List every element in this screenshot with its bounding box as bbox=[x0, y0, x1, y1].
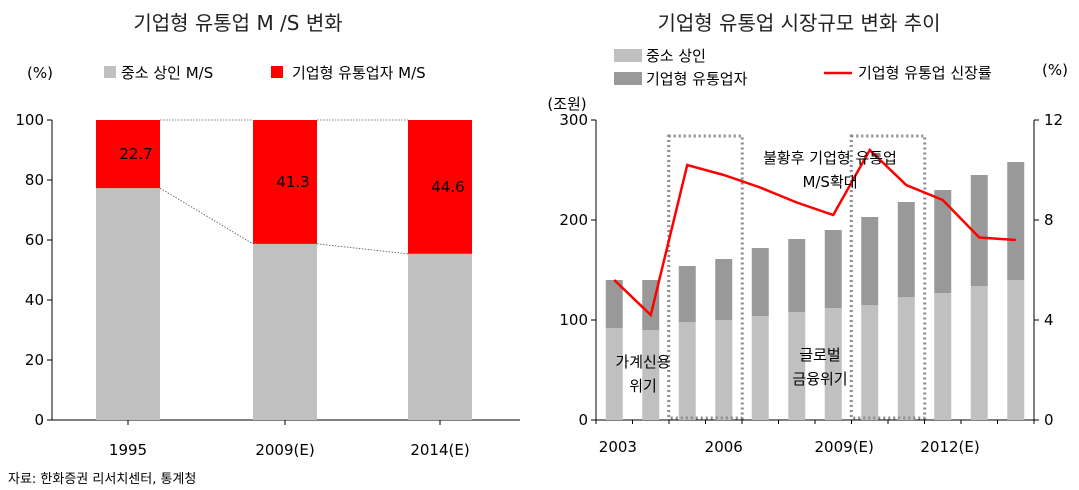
right-x-tick-label: 2003 bbox=[599, 438, 637, 456]
bar-small-merchant-2010 bbox=[861, 305, 879, 420]
bar-small-merchant-2006 bbox=[715, 320, 733, 420]
bar-corporate-2014(E) bbox=[408, 120, 472, 254]
left-chart: 기업형 유통업 M /S 변화 (%) 중소 상인 M/S 기업형 유통업자 M… bbox=[15, 11, 520, 459]
left-y-tick-label: 0 bbox=[34, 411, 44, 429]
right-y1-tick-label: 0 bbox=[578, 411, 588, 429]
right-y2-unit: (%) bbox=[1042, 61, 1068, 79]
left-x-tick-label: 1995 bbox=[109, 441, 147, 459]
growth-line-layer bbox=[613, 147, 1016, 318]
right-y1-tick-label: 100 bbox=[559, 311, 588, 329]
left-y-tick-label: 80 bbox=[25, 171, 44, 189]
left-y-tick-label: 40 bbox=[25, 291, 44, 309]
bar-corporate-retail-2003 bbox=[605, 280, 623, 328]
annotation-3-line-1: 불황후 기업형 유통업 bbox=[763, 149, 897, 167]
legend-label-corporate: 기업형 유통업자 M/S bbox=[292, 64, 426, 82]
left-y-tick-label: 100 bbox=[15, 111, 44, 129]
right-y1-tick-label: 300 bbox=[559, 111, 588, 129]
legend-label-corporate-retail: 기업형 유통업자 bbox=[646, 70, 748, 88]
annotation-2-line-1: 글로벌 bbox=[799, 346, 840, 364]
left-x-tick-label: 2014(E) bbox=[410, 441, 469, 459]
highlight-box-2 bbox=[849, 134, 927, 420]
bar-small-merchant-1995 bbox=[96, 188, 160, 420]
data-label-corporate-2009(E): 41.3 bbox=[276, 173, 309, 191]
bar-small-merchant-2011 bbox=[897, 297, 915, 420]
bar-small-merchant-2009(E) bbox=[253, 243, 317, 420]
data-label-corporate-1995: 22.7 bbox=[119, 145, 152, 163]
annotation-1-line-2: 위기 bbox=[629, 377, 657, 395]
annotation-2-line-2: 금융위기 bbox=[792, 370, 847, 388]
left-y-tick-label: 20 bbox=[25, 351, 44, 369]
data-label-corporate-2014(E): 44.6 bbox=[431, 178, 464, 196]
right-y1-unit: (조원) bbox=[547, 95, 586, 113]
annotation-3-line-2: M/S확대 bbox=[802, 173, 857, 191]
bar-corporate-retail-2007 bbox=[751, 248, 769, 316]
bar-corporate-retail-2006 bbox=[715, 259, 733, 320]
bar-small-merchant-2013 bbox=[970, 286, 988, 420]
right-chart: 기업형 유통업 시장규모 변화 추이 중소 상인 기업형 유통업자 기업형 유통… bbox=[547, 11, 1068, 456]
right-bars bbox=[605, 162, 1025, 420]
legend-swatch-corporate bbox=[271, 66, 283, 78]
right-legend: 중소 상인 기업형 유통업자 기업형 유통업 신장률 bbox=[614, 47, 992, 88]
right-y2-tick-label: 12 bbox=[1044, 111, 1063, 129]
legend-swatch-corporate-retail bbox=[614, 72, 642, 85]
right-y1-tick-label: 200 bbox=[559, 211, 588, 229]
bar-small-merchant-2009 bbox=[824, 308, 842, 420]
bar-corporate-retail-2013 bbox=[970, 175, 988, 286]
growth-line bbox=[613, 147, 1016, 318]
bar-small-merchant-2005 bbox=[678, 322, 696, 420]
bar-small-merchant-2003 bbox=[605, 328, 623, 420]
legend-label-small-merchant-2: 중소 상인 bbox=[646, 47, 706, 65]
right-x-tick-label: 2006 bbox=[705, 438, 743, 456]
bar-corporate-retail-2005 bbox=[678, 266, 696, 322]
connector-small-merchant bbox=[159, 187, 254, 245]
bar-small-merchant-2007 bbox=[751, 316, 769, 420]
left-chart-title: 기업형 유통업 M /S 변화 bbox=[133, 11, 342, 35]
left-axes: 0 20 40 60 80 100 1995 2009(E) 2014(E) bbox=[15, 111, 520, 459]
bar-corporate-1995 bbox=[96, 120, 160, 189]
bar-small-merchant-2014 bbox=[1007, 280, 1025, 420]
annotation-1-line-1: 가계신용 bbox=[615, 353, 670, 371]
right-y2-tick-label: 0 bbox=[1044, 411, 1054, 429]
bar-small-merchant-2008 bbox=[788, 312, 806, 420]
bar-small-merchant-2014(E) bbox=[408, 253, 472, 420]
highlight-box-1 bbox=[667, 134, 744, 420]
highlight-boxes bbox=[667, 134, 927, 420]
bar-corporate-2009(E) bbox=[253, 120, 317, 244]
bar-corporate-retail-2009 bbox=[824, 230, 842, 308]
bar-corporate-retail-2012 bbox=[934, 190, 952, 293]
right-axes: 0 100 200 300 0 4 8 12 2003 2006 2009(E) 2012(E) bbox=[559, 111, 1063, 456]
right-x-tick-label: 2009(E) bbox=[815, 438, 874, 456]
source-note: 자료: 한화증권 리서치센터, 통계청 bbox=[8, 472, 196, 487]
legend-swatch-small-merchant-2 bbox=[614, 49, 642, 62]
legend-swatch-small-merchant bbox=[104, 66, 116, 78]
left-bars: 22.7 41.3 44.6 bbox=[96, 119, 472, 420]
left-x-tick-label: 2009(E) bbox=[255, 441, 314, 459]
left-y-unit: (%) bbox=[27, 64, 53, 82]
bar-small-merchant-2012 bbox=[934, 293, 952, 420]
bar-corporate-retail-2014 bbox=[1007, 162, 1025, 280]
bar-corporate-retail-2008 bbox=[788, 239, 806, 312]
right-y2-tick-label: 8 bbox=[1044, 211, 1054, 229]
connector-small-merchant bbox=[316, 243, 409, 255]
bar-corporate-retail-2011 bbox=[897, 202, 915, 297]
left-y-tick-label: 60 bbox=[25, 231, 44, 249]
right-x-tick-label: 2012(E) bbox=[920, 438, 979, 456]
legend-label-growth: 기업형 유통업 신장률 bbox=[858, 64, 992, 82]
legend-label-small-merchant: 중소 상인 M/S bbox=[121, 64, 213, 82]
left-legend: 중소 상인 M/S 기업형 유통업자 M/S bbox=[104, 64, 426, 82]
right-chart-title: 기업형 유통업 시장규모 변화 추이 bbox=[657, 11, 940, 35]
right-y2-tick-label: 4 bbox=[1044, 311, 1054, 329]
bar-corporate-retail-2010 bbox=[861, 217, 879, 305]
bar-small-merchant-2004 bbox=[642, 330, 660, 420]
